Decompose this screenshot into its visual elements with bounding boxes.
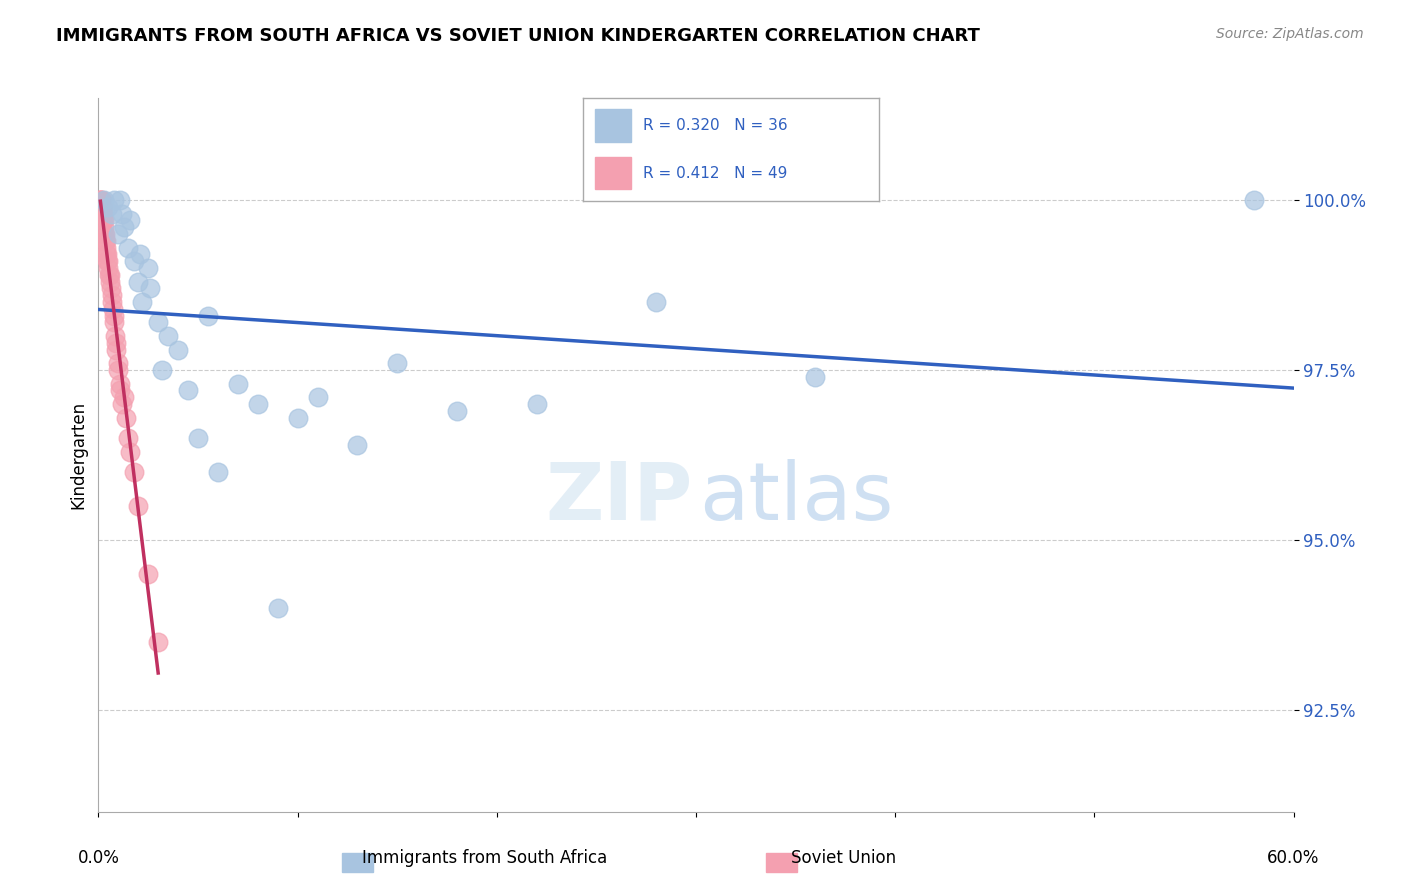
Point	[90, 207, 112, 221]
Point	[127, 275, 149, 289]
Text: 60.0%: 60.0%	[1267, 849, 1320, 867]
Point	[93, 207, 115, 221]
Point	[93, 227, 115, 241]
Point	[124, 465, 146, 479]
Point	[307, 390, 329, 404]
Point	[150, 363, 173, 377]
Text: R = 0.412   N = 49: R = 0.412 N = 49	[643, 166, 787, 180]
Point	[207, 465, 229, 479]
Point	[157, 329, 180, 343]
Point	[103, 193, 125, 207]
Point	[101, 288, 124, 302]
Point	[93, 200, 115, 214]
Point	[167, 343, 190, 357]
Point	[526, 397, 548, 411]
Point	[93, 213, 115, 227]
Point	[110, 193, 132, 207]
Point	[117, 241, 139, 255]
Point	[105, 335, 128, 350]
Point	[100, 281, 122, 295]
Point	[98, 268, 122, 282]
Point	[107, 356, 129, 370]
Point	[136, 260, 159, 275]
Point	[89, 200, 111, 214]
Point	[91, 200, 114, 214]
Text: atlas: atlas	[700, 458, 894, 537]
Point	[120, 213, 142, 227]
Point	[91, 193, 114, 207]
Point	[98, 275, 122, 289]
Point	[98, 268, 121, 282]
Point	[127, 499, 149, 513]
Point	[90, 200, 112, 214]
Point	[129, 247, 152, 261]
Text: Soviet Union: Soviet Union	[792, 849, 896, 867]
Point	[101, 207, 124, 221]
Text: IMMIGRANTS FROM SOUTH AFRICA VS SOVIET UNION KINDERGARTEN CORRELATION CHART: IMMIGRANTS FROM SOUTH AFRICA VS SOVIET U…	[56, 27, 980, 45]
Point	[110, 376, 132, 391]
Point	[287, 410, 309, 425]
Point	[117, 431, 139, 445]
Point	[346, 438, 368, 452]
Point	[89, 193, 111, 207]
Text: ZIP: ZIP	[546, 458, 692, 537]
Point	[148, 315, 170, 329]
Bar	[595, 157, 631, 189]
Point	[187, 431, 209, 445]
Point	[107, 227, 129, 241]
Point	[197, 309, 219, 323]
Point	[1243, 193, 1265, 207]
Point	[645, 295, 668, 310]
Point	[136, 566, 159, 581]
Point	[103, 309, 125, 323]
Point	[93, 213, 115, 227]
Point	[93, 193, 115, 207]
Point	[120, 444, 142, 458]
Point	[111, 207, 134, 221]
Point	[91, 207, 114, 221]
Text: Source: ZipAtlas.com: Source: ZipAtlas.com	[1216, 27, 1364, 41]
Point	[96, 241, 118, 255]
Point	[96, 234, 118, 248]
Point	[148, 635, 170, 649]
Point	[131, 295, 153, 310]
Point	[267, 600, 290, 615]
Point	[246, 397, 269, 411]
Point	[96, 254, 118, 268]
Point	[101, 295, 124, 310]
Point	[107, 363, 129, 377]
Point	[226, 376, 249, 391]
Point	[112, 220, 135, 235]
Text: R = 0.320   N = 36: R = 0.320 N = 36	[643, 119, 787, 133]
Point	[97, 260, 120, 275]
Point	[89, 193, 111, 207]
Point	[804, 369, 827, 384]
Point	[177, 384, 200, 398]
Point	[446, 403, 468, 417]
Point	[112, 390, 135, 404]
Point	[105, 343, 128, 357]
Point	[96, 247, 118, 261]
Point	[94, 234, 117, 248]
Point	[385, 356, 409, 370]
Point	[103, 315, 125, 329]
Point	[94, 227, 117, 241]
Y-axis label: Kindergarten: Kindergarten	[69, 401, 87, 509]
Text: Immigrants from South Africa: Immigrants from South Africa	[363, 849, 607, 867]
Point	[103, 301, 125, 316]
Point	[115, 410, 138, 425]
Bar	[595, 110, 631, 142]
Point	[124, 254, 146, 268]
Point	[97, 200, 120, 214]
Point	[90, 193, 112, 207]
Point	[104, 329, 127, 343]
Point	[93, 220, 115, 235]
Point	[96, 247, 118, 261]
Text: 0.0%: 0.0%	[77, 849, 120, 867]
Point	[111, 397, 134, 411]
Point	[139, 281, 162, 295]
Point	[110, 384, 132, 398]
Point	[97, 254, 120, 268]
